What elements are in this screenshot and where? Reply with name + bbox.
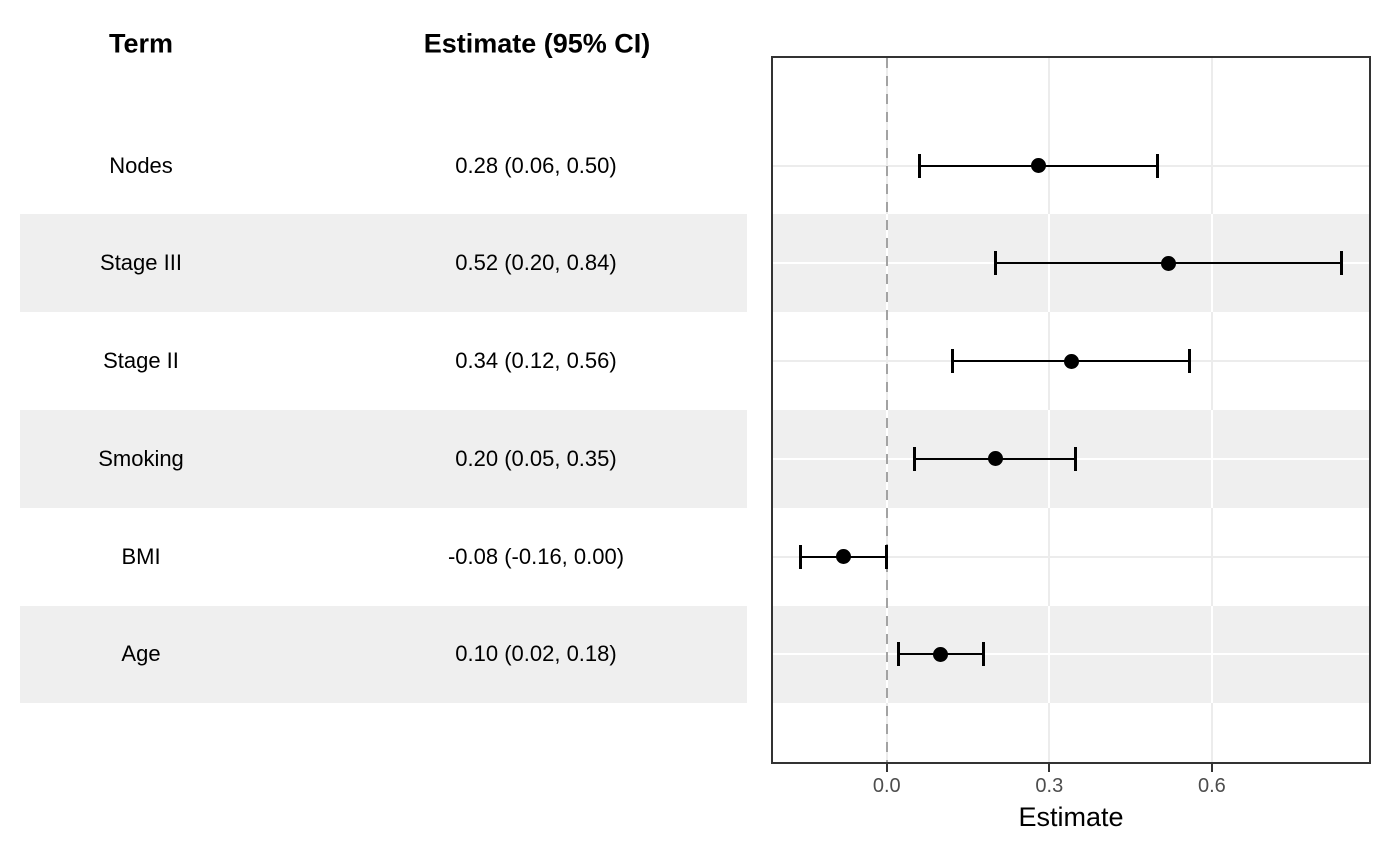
ci-cap-lower: [799, 544, 803, 569]
table-header-term: Term: [108, 28, 174, 59]
ci-cap-lower: [994, 251, 998, 276]
estimate-ci-label: 0.28 (0.06, 0.50): [455, 152, 617, 178]
ci-cap-upper: [1188, 349, 1192, 374]
zero-reference-line: [885, 58, 888, 762]
ci-cap-lower: [950, 349, 954, 374]
x-axis-tick-label: 0.3: [1035, 775, 1064, 797]
x-axis-title: Estimate: [1018, 802, 1124, 832]
x-axis-tick-label: 0.0: [872, 775, 901, 797]
ci-cap-upper: [1339, 251, 1343, 276]
estimate-ci-label: 0.52 (0.20, 0.84): [455, 250, 617, 276]
major-gridline-horizontal: [773, 555, 1369, 558]
term-label: Smoking: [98, 445, 184, 471]
table-header-estimate: Estimate (95% CI): [423, 28, 651, 59]
point-estimate-marker: [987, 451, 1003, 467]
x-axis-tick: [1210, 764, 1213, 772]
estimate-ci-label: 0.20 (0.05, 0.35): [455, 445, 617, 471]
term-label: Age: [121, 641, 161, 667]
table-row-stripe: [20, 214, 747, 313]
ci-cap-lower: [912, 446, 916, 471]
plot-panel: [771, 56, 1371, 764]
ci-cap-lower: [896, 642, 900, 667]
plot-panel-inner: [773, 58, 1369, 762]
x-axis-tick: [1048, 764, 1051, 772]
point-estimate-marker: [1063, 353, 1079, 369]
term-label: Nodes: [109, 152, 173, 178]
estimate-ci-label: 0.10 (0.02, 0.18): [455, 641, 617, 667]
ci-cap-upper: [982, 642, 986, 667]
estimate-ci-label: -0.08 (-0.16, 0.00): [447, 543, 625, 569]
x-axis-tick: [885, 764, 888, 772]
point-estimate-marker: [835, 549, 851, 565]
term-label: BMI: [121, 543, 161, 569]
ci-cap-upper: [1155, 153, 1159, 178]
ci-cap-upper: [1074, 446, 1078, 471]
term-label: Stage II: [103, 348, 179, 374]
ci-cap-lower: [918, 153, 922, 178]
major-gridline-horizontal: [773, 653, 1369, 656]
x-axis-tick-label: 0.6: [1197, 775, 1226, 797]
table-row-stripe: [20, 410, 747, 508]
ci-cap-upper: [884, 544, 888, 569]
term-label: Stage III: [100, 250, 182, 276]
point-estimate-marker: [933, 646, 949, 662]
point-estimate-marker: [1161, 255, 1177, 271]
point-estimate-marker: [1030, 158, 1046, 174]
table-row-stripe: [20, 605, 747, 704]
estimate-ci-label: 0.34 (0.12, 0.56): [455, 348, 617, 374]
